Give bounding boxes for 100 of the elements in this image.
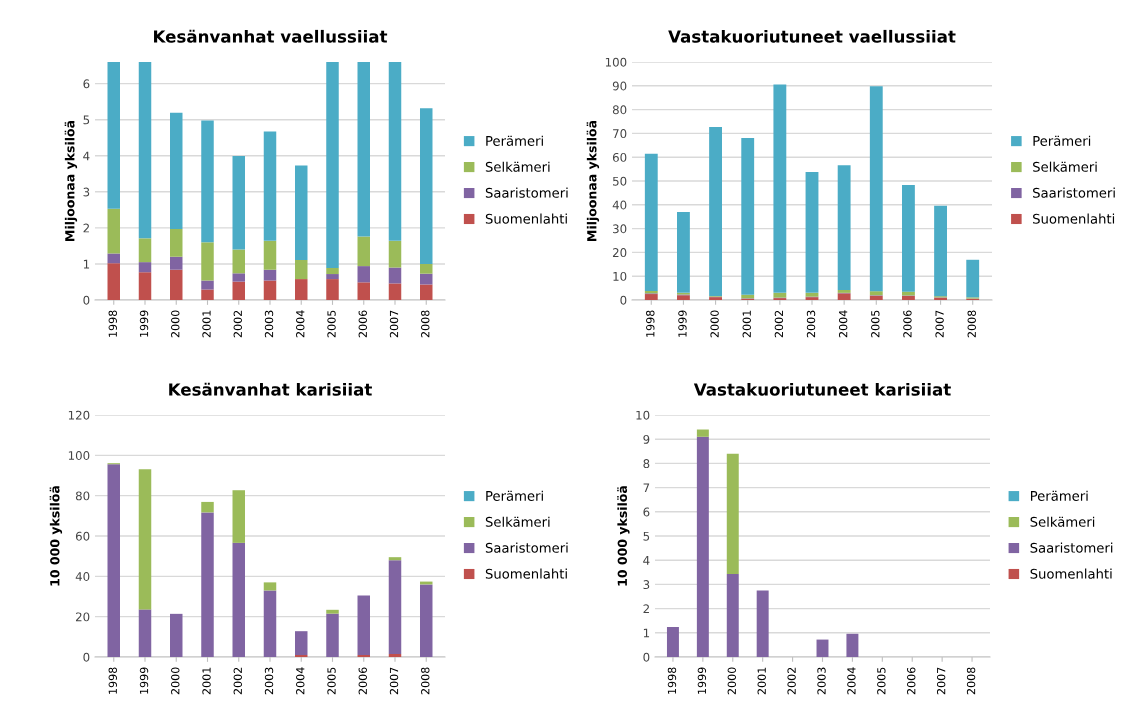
legend-label: Perämeri: [1030, 490, 1088, 501]
y-tick-label: 0: [643, 652, 650, 662]
y-tick-label: 120: [68, 410, 90, 420]
x-tick-label: 2004: [296, 667, 305, 695]
x-tick-label: 2002: [787, 667, 796, 695]
x-tick-label: 2000: [727, 667, 736, 695]
x-tick-label: 2001: [742, 310, 751, 338]
x-tick-label: 1999: [139, 667, 149, 694]
chart-title: Vastakuoriutuneet vaellussiiat: [668, 29, 956, 43]
legend-label: Saaristomeri: [1033, 187, 1115, 198]
x-tick-label: 2005: [327, 310, 336, 338]
legend-label: Selkämeri: [485, 161, 550, 172]
y-tick-label: 100: [605, 57, 627, 67]
x-tick-label: 2004: [838, 310, 848, 338]
legend-label: Selkämeri: [485, 516, 550, 527]
x-tick-label: 2003: [264, 667, 274, 695]
x-tick-label: 2008: [966, 667, 976, 695]
x-tick-label: 2008: [967, 310, 976, 338]
x-tick-label: 2000: [171, 667, 180, 695]
y-tick-label: 40: [612, 200, 627, 210]
y-tick-label: 4: [83, 151, 90, 161]
y-tick-label: 80: [612, 105, 627, 115]
y-tick-label: 60: [612, 152, 627, 162]
x-tick-label: 2007: [389, 310, 399, 338]
y-tick-label: 0: [83, 652, 90, 662]
x-tick-label: 2005: [871, 310, 880, 338]
x-tick-label: 2004: [847, 667, 856, 695]
y-tick-label: 9: [643, 434, 650, 444]
y-tick-label: 2: [643, 604, 649, 614]
y-tick-label: 0: [620, 295, 627, 305]
x-tick-label: 2007: [936, 667, 946, 695]
x-tick-label: 2003: [806, 310, 816, 338]
x-tick-label: 2000: [710, 310, 719, 338]
y-tick-label: 80: [75, 491, 90, 501]
y-axis-title: Miljoonaa yksilöä: [586, 120, 600, 241]
legend-label: Saaristomeri: [485, 187, 568, 198]
y-tick-label: 50: [613, 176, 627, 186]
legend-label: Selkämeri: [1030, 516, 1095, 527]
x-tick-label: 2002: [233, 310, 242, 338]
x-tick-label: 2001: [202, 310, 211, 338]
x-tick-label: 2006: [358, 310, 367, 338]
y-tick-label: 5: [83, 115, 90, 125]
y-tick-label: 1: [83, 259, 90, 269]
x-tick-label: 1998: [667, 667, 677, 694]
y-tick-label: 6: [643, 507, 650, 517]
y-axis-title: Miljoonaa yksilöä: [64, 120, 78, 241]
y-tick-label: 70: [613, 129, 627, 139]
x-tick-label: 2003: [264, 310, 274, 338]
legend-label: Suomenlahti: [485, 213, 567, 224]
x-tick-label: 2003: [817, 667, 826, 695]
legend-label: Suomenlahti: [1030, 568, 1112, 579]
y-axis-title: 10 000 yksilöä: [617, 486, 630, 586]
legend-label: Suomenlahti: [1033, 213, 1115, 224]
y-tick-label: 90: [612, 81, 627, 91]
legend-label: Suomenlahti: [485, 568, 567, 579]
y-tick-label: 4: [643, 556, 650, 565]
y-tick-label: 1: [643, 628, 650, 638]
y-tick-label: 3: [83, 187, 90, 197]
y-tick-label: 0: [83, 295, 90, 305]
x-tick-label: 2001: [757, 667, 766, 695]
legend-label: Saaristomeri: [1030, 542, 1113, 553]
x-tick-label: 2001: [202, 667, 211, 695]
y-tick-label: 30: [613, 224, 627, 234]
y-tick-label: 8: [643, 459, 650, 469]
x-tick-label: 2000: [171, 310, 180, 338]
x-tick-label: 1998: [646, 310, 655, 337]
y-tick-label: 40: [75, 572, 90, 581]
x-tick-label: 2006: [903, 310, 912, 338]
x-tick-label: 1999: [678, 310, 687, 337]
x-tick-label: 2008: [421, 310, 430, 338]
y-tick-label: 20: [75, 612, 90, 622]
y-tick-label: 20: [612, 248, 627, 258]
y-tick-label: 5: [643, 531, 650, 541]
x-tick-label: 2006: [358, 667, 367, 695]
legend-label: Selkämeri: [1033, 161, 1097, 172]
y-tick-label: 6: [83, 79, 90, 89]
y-tick-label: 3: [643, 580, 650, 590]
x-tick-label: 2005: [877, 667, 886, 695]
y-tick-label: 10: [613, 271, 627, 281]
x-tick-label: 2002: [233, 667, 242, 695]
x-tick-label: 1999: [697, 667, 707, 694]
y-tick-label: 2: [83, 223, 89, 233]
x-tick-label: 2002: [774, 310, 784, 338]
x-tick-label: 2006: [907, 667, 916, 695]
x-tick-label: 2007: [389, 667, 399, 695]
x-tick-label: 2007: [935, 310, 944, 338]
x-tick-label: 1998: [108, 310, 117, 337]
x-tick-label: 2004: [296, 310, 305, 338]
y-tick-label: 7: [643, 483, 650, 493]
x-tick-label: 1999: [139, 310, 149, 337]
legend-label: Perämeri: [1033, 135, 1091, 146]
chart-title: Kesänvanhat vaellussiiat: [154, 29, 388, 43]
x-tick-label: 2005: [327, 667, 336, 695]
legend-label: Saaristomeri: [485, 542, 568, 553]
y-axis-title: 10 000 yksilöä: [49, 486, 63, 586]
y-tick-label: 100: [68, 451, 90, 460]
legend-label: Perämeri: [486, 135, 543, 146]
x-tick-label: 2008: [421, 667, 430, 695]
y-tick-label: 10: [636, 410, 650, 420]
y-tick-label: 60: [75, 531, 90, 541]
